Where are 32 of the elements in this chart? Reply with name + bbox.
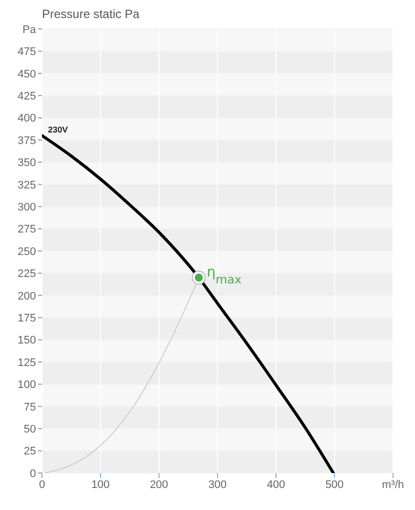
x-tick-label: 200	[150, 478, 168, 491]
x-tick-label: 0	[38, 478, 46, 491]
y-tick-label: 225	[18, 268, 36, 280]
y-tick-label: 125	[18, 356, 36, 369]
y-tick-label: 300	[18, 202, 36, 214]
y-tick-label: 150	[18, 334, 36, 347]
y-tick-label: Pa	[22, 24, 37, 36]
x-tick-label: 400	[266, 478, 286, 491]
y-tick-label: 250	[18, 246, 36, 258]
y-tick-label: 25	[24, 446, 36, 458]
y-tick-label: 75	[24, 401, 36, 414]
y-tick-label: 350	[18, 157, 36, 170]
x-tick-label: 100	[91, 478, 110, 491]
y-tick-label: 325	[18, 179, 36, 192]
x-tick-label: 500	[325, 478, 344, 491]
x-tick-label: m³/h	[382, 478, 404, 491]
x-tick-label: 300	[208, 478, 227, 491]
line-series	[42, 134, 335, 473]
y-tick-label: 275	[18, 224, 36, 236]
y-tick-label: 400	[18, 112, 36, 125]
y-tick-label: 100	[18, 379, 36, 392]
y-tick-label: 375	[18, 134, 36, 147]
chart-title: Pressure static Pa	[42, 7, 140, 21]
annotation: η$_{max}$	[206, 264, 242, 287]
y-tick-label: 0	[30, 468, 36, 480]
y-tick-label: 450	[18, 68, 36, 80]
y-tick-label: 475	[18, 46, 36, 58]
y-tick-label: 175	[18, 312, 36, 325]
y-tick-label: 200	[18, 290, 36, 302]
series-label: 230V	[48, 124, 68, 135]
y-tick-label: 425	[18, 90, 36, 103]
y-tick-label: 50	[24, 424, 36, 436]
